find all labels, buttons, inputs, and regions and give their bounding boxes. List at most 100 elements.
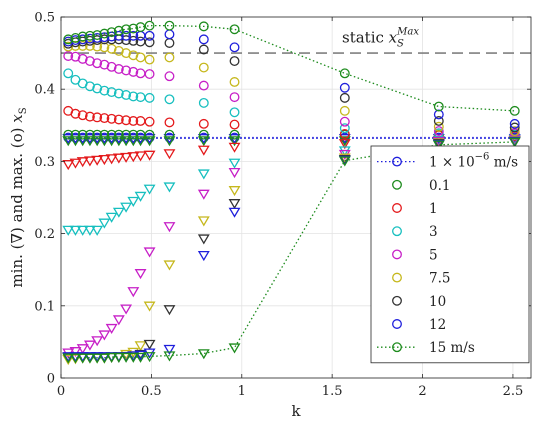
min-point — [508, 137, 521, 148]
x-tick-label: 0.5 — [141, 384, 162, 399]
min-point — [91, 136, 104, 147]
max-point — [113, 88, 124, 99]
min-point — [76, 353, 89, 364]
max-point — [77, 110, 88, 121]
max-point — [70, 32, 81, 43]
max-point — [198, 44, 209, 55]
y-axis-label-sub: S — [18, 107, 29, 114]
max-point — [121, 65, 132, 76]
legend: 1 × 10−6 m/s 0.1 1 3 5 7.5 10 12 15 m/s — [370, 145, 530, 364]
legend-box — [370, 145, 530, 364]
max-point — [99, 42, 110, 53]
legend-label: 1 — [429, 201, 438, 217]
max-point — [99, 85, 110, 96]
min-point — [134, 269, 147, 280]
max-point — [70, 108, 81, 119]
max-point — [92, 58, 103, 69]
max-point — [339, 123, 350, 134]
legend-label: 1 × 10−6 m/s — [429, 152, 518, 171]
max-point — [509, 118, 520, 129]
max-point — [144, 92, 155, 103]
x-tick-label: 1 — [238, 384, 246, 399]
max-point — [77, 31, 88, 42]
max-point — [229, 119, 240, 130]
min-point — [91, 336, 104, 347]
min-point — [134, 191, 147, 202]
min-point — [62, 160, 75, 171]
min-point — [83, 353, 96, 364]
max-point — [164, 129, 175, 140]
min-point — [76, 157, 89, 168]
max-point — [70, 40, 81, 51]
y-tick-label: 0.1 — [34, 299, 55, 314]
y-tick-label: 0.4 — [34, 83, 55, 98]
max-point — [144, 37, 155, 48]
min-point — [127, 152, 140, 163]
static-max-label-sub: S — [397, 38, 404, 49]
max-point — [198, 21, 209, 32]
min-point — [112, 315, 125, 326]
max-point — [63, 68, 74, 79]
min-point — [163, 136, 176, 147]
min-point — [112, 352, 125, 363]
min-point — [83, 156, 96, 167]
max-point — [121, 129, 132, 140]
min-point — [120, 202, 133, 213]
min-point — [83, 225, 96, 236]
min-point — [197, 234, 210, 245]
max-point — [84, 129, 95, 140]
y-axis-label-text1: min. ( — [8, 244, 26, 288]
y-axis-label-text2: ) and max. (o) — [8, 123, 26, 233]
legend-marker — [392, 203, 402, 213]
max-point — [128, 23, 139, 34]
min-point — [163, 260, 176, 271]
legend-label: 15 m/s — [429, 340, 475, 356]
max-point — [92, 129, 103, 140]
max-point — [229, 129, 240, 140]
min-point — [98, 136, 111, 147]
max-point — [198, 97, 209, 108]
min-point — [163, 149, 176, 160]
max-point — [99, 113, 110, 124]
min-point — [197, 349, 210, 360]
static-max-label-var: x — [389, 28, 398, 46]
max-point — [339, 105, 350, 116]
min-point — [197, 145, 210, 156]
min-point — [120, 352, 133, 363]
min-point — [69, 347, 82, 358]
max-point — [92, 83, 103, 94]
axis-ticks: 0 0.5 1 1.5 2 2.5 0 0.1 0.2 0.3 0.4 0.5 — [34, 11, 531, 399]
max-point — [128, 129, 139, 140]
min-point — [120, 136, 133, 147]
min-point — [143, 184, 156, 195]
min-point — [228, 136, 241, 147]
max-point — [113, 114, 124, 125]
y-tick-label: 0.3 — [34, 155, 55, 170]
y-tick-label: 0.2 — [34, 227, 55, 242]
min-point — [91, 352, 104, 363]
series-3 — [62, 68, 521, 236]
max-point — [433, 126, 444, 137]
min-point — [228, 186, 241, 197]
max-point — [128, 35, 139, 46]
max-point — [339, 92, 350, 103]
max-point — [339, 129, 350, 139]
max-point — [84, 111, 95, 122]
max-point — [92, 32, 103, 43]
max-point — [198, 80, 209, 91]
legend-marker — [392, 342, 402, 353]
min-point — [228, 207, 241, 218]
max-point — [113, 45, 124, 56]
min-point — [105, 212, 118, 223]
min-point — [163, 344, 176, 355]
legend-label: 3 — [429, 224, 438, 240]
static-max-label-sup: Max — [396, 26, 419, 37]
min-point — [105, 323, 118, 335]
max-point — [229, 92, 240, 103]
y-tick-label: 0 — [47, 372, 55, 387]
min-point — [76, 344, 89, 355]
min-point — [120, 304, 133, 315]
min-point — [197, 216, 210, 227]
min-point — [127, 351, 140, 362]
min-point — [228, 142, 241, 153]
